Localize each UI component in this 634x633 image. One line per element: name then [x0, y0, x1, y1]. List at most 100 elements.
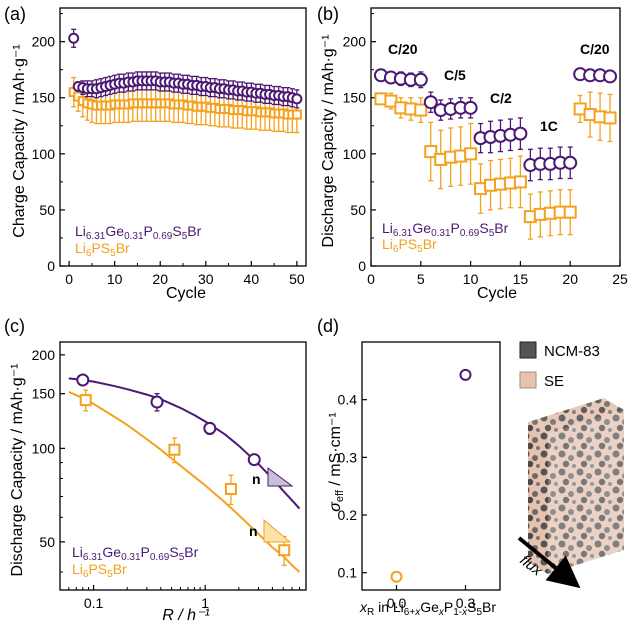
flux-arrow [517, 536, 581, 589]
panel-b-ps-point [513, 175, 527, 189]
panel-a-xlabel: Cycle [166, 285, 206, 302]
panel-b-xtick-label: 5 [417, 271, 425, 287]
panel-a-xtick-label: 50 [289, 271, 305, 287]
microstructure-cube [528, 398, 624, 574]
panel-a-xtick-label: 10 [107, 271, 123, 287]
panel-b-ps-point [603, 111, 617, 125]
panel-c-ge-point [76, 373, 90, 387]
panel-d-frame [361, 341, 501, 591]
panel-d-ytick-label: 0.2 [338, 507, 358, 523]
panel-a-ge-point [68, 32, 80, 44]
slope-triangle-ge [267, 467, 294, 487]
panel-b-label-c2: C/2 [490, 90, 512, 106]
panel-c-xtick-label: 1 [201, 595, 209, 611]
panel-d-xtick-label: 0.0 [387, 595, 407, 611]
panel-a-xtick-label: 20 [152, 271, 168, 287]
panel-a-label: (a) [4, 4, 26, 24]
panel-b-xtick-label: 10 [463, 271, 479, 287]
panel-b-label: (b) [317, 4, 339, 24]
panel-b-ytick-label: 150 [343, 90, 367, 106]
panel-a-plot: 0 10 20 30 40 50 0 50 100 150 200 [32, 7, 307, 287]
panel-c-ge-point [150, 395, 164, 409]
panel-c-ytick-label: 100 [32, 440, 56, 456]
panel-c-ge-point [203, 421, 217, 435]
inset-legend: NCM-83 SE [519, 341, 600, 390]
panel-c-ps-point [278, 544, 291, 557]
panel-d: (d) σeff / mS·cm⁻¹ xR in Li6+xGexP1-xS5B… [317, 316, 624, 618]
panel-d-ytick-label: 0.1 [338, 565, 358, 581]
se-label: SE [544, 373, 564, 390]
panel-b-ytick-label: 100 [343, 146, 367, 162]
panel-d-point [390, 570, 403, 583]
panel-c: (c) Discharge Capacity / mAh·g⁻¹ R / h⁻¹… [4, 316, 307, 624]
panel-a-xtick-label: 0 [65, 271, 73, 287]
panel-d-xtick-label: 0.3 [456, 595, 476, 611]
panel-c-ylabel: Discharge Capacity / mAh·g⁻¹ [9, 364, 26, 577]
panel-c-fit-ge [68, 377, 301, 510]
panel-c-xtick-label: 0.1 [84, 595, 104, 611]
panel-b-ytick-label: 50 [350, 202, 366, 218]
panel-b-ylabel: Discharge Capacity / mAh·g⁻¹ [320, 35, 337, 248]
panel-a-ge-point [291, 93, 303, 105]
panel-a-legend-ps: Li6PS5Br [75, 240, 130, 259]
panel-d-plot: 0.0 0.3 0.1 0.2 0.3 0.4 [338, 341, 501, 611]
panel-c-ge-point [247, 453, 261, 467]
panel-d-ytick-label: 0.3 [338, 449, 358, 465]
panel-c-ps-point [79, 394, 92, 407]
panel-b-ge-point [513, 126, 528, 141]
panel-a-frame [59, 7, 307, 267]
panel-c-legend-ps: Li6PS5Br [72, 561, 127, 580]
panel-b-label-1c: 1C [540, 118, 558, 134]
panel-b: (b) Discharge Capacity / mAh·g⁻¹ Cycle 0… [317, 4, 628, 302]
panel-a-ytick-label: 50 [39, 202, 55, 218]
panel-b-xlabel: Cycle [477, 285, 517, 302]
panel-d-point [459, 368, 472, 381]
panel-b-ge-point [463, 100, 478, 115]
panel-b-label-c5: C/5 [444, 67, 466, 83]
slope-triangle-ps [263, 518, 292, 543]
panel-b-ge-point [563, 155, 578, 170]
slope-label-ge: n [252, 471, 261, 487]
panel-b-legend-ps: Li6PS5Br [382, 236, 437, 255]
panel-b-ps-point [563, 205, 577, 219]
slope-label-ps: n [249, 523, 258, 539]
panel-b-plot: 0 5 10 15 20 25 0 50 100 150 200 [343, 7, 628, 287]
panel-d-ytick-label: 0.4 [338, 392, 358, 408]
panel-b-xtick-label: 25 [612, 271, 628, 287]
panel-c-ytick-label: 200 [32, 347, 56, 363]
panel-c-frame [59, 341, 307, 591]
panel-b-xtick-label: 0 [367, 271, 375, 287]
panel-b-ytick-label: 200 [343, 34, 367, 50]
panel-b-ge-point [423, 95, 438, 110]
panel-a-ps-point [291, 109, 302, 120]
panel-a-ytick-label: 0 [47, 258, 55, 274]
panel-b-ge-point [603, 69, 618, 84]
panel-a-xtick-label: 30 [198, 271, 214, 287]
se-swatch [519, 371, 537, 389]
panel-b-label-c20b: C/20 [580, 41, 610, 57]
panel-b-ps-point [414, 103, 428, 117]
panel-a-xtick-label: 40 [244, 271, 260, 287]
ncm-label: NCM-83 [544, 343, 600, 360]
panel-b-xtick-label: 20 [562, 271, 578, 287]
panel-c-ytick-label: 150 [32, 386, 56, 402]
panel-a-ytick-label: 100 [32, 146, 56, 162]
ncm-swatch [519, 341, 537, 359]
panel-c-xlabel: R / h⁻¹ [162, 607, 210, 624]
panel-c-fit-ps [68, 390, 301, 573]
panel-a: (a) Charge Capacity / mAh·g⁻¹ Cycle 0 10 2… [4, 4, 307, 302]
panel-b-ps-point [464, 147, 478, 161]
panel-b-frame [370, 7, 621, 267]
panel-b-ps-point [424, 145, 438, 159]
panel-c-ps-point [168, 443, 181, 456]
panel-b-ge-point [413, 72, 428, 87]
panel-b-ytick-label: 0 [358, 258, 366, 274]
panel-b-label-c20: C/20 [388, 41, 418, 57]
panel-a-ytick-label: 150 [32, 90, 56, 106]
panel-d-ylabel: σeff / mS·cm⁻¹ [327, 412, 346, 511]
panel-c-label: (c) [4, 316, 25, 336]
panel-a-ytick-label: 200 [32, 34, 56, 50]
panel-a-ylabel: Charge Capacity / mAh·g⁻¹ [11, 44, 28, 237]
